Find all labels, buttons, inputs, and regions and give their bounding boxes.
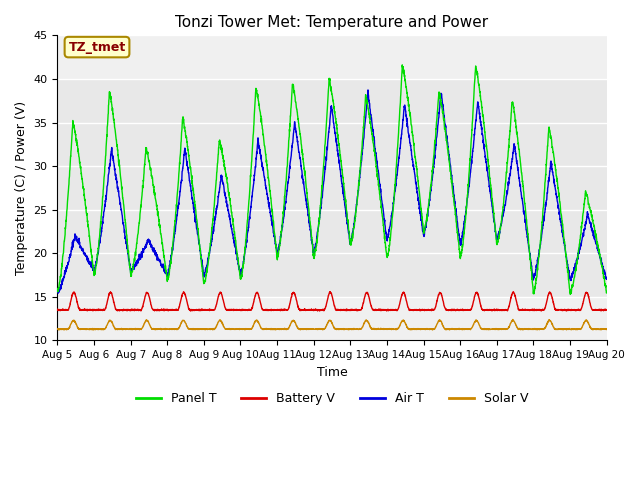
Panel T xyxy=(54,288,61,293)
Solar V xyxy=(288,318,296,324)
Line: Solar V: Solar V xyxy=(58,320,607,330)
Line: Panel T: Panel T xyxy=(58,65,607,294)
Battery V xyxy=(54,306,61,312)
Solar V xyxy=(519,327,527,333)
Panel T xyxy=(593,232,600,238)
Solar V xyxy=(54,326,61,332)
Battery V xyxy=(116,307,124,313)
Battery V xyxy=(533,307,541,312)
Panel T xyxy=(399,62,406,68)
Legend: Panel T, Battery V, Air T, Solar V: Panel T, Battery V, Air T, Solar V xyxy=(131,387,534,410)
Battery V xyxy=(316,308,323,314)
Air T xyxy=(533,262,541,268)
Solar V xyxy=(116,326,124,332)
Battery V xyxy=(264,307,272,313)
Solar V xyxy=(148,326,156,332)
X-axis label: Time: Time xyxy=(317,366,348,379)
Air T xyxy=(264,195,272,201)
Solar V xyxy=(603,326,611,332)
Title: Tonzi Tower Met: Temperature and Power: Tonzi Tower Met: Temperature and Power xyxy=(175,15,488,30)
Solar V xyxy=(533,327,541,333)
Solar V xyxy=(593,326,600,332)
Air T xyxy=(54,290,62,296)
Panel T xyxy=(533,274,541,280)
Battery V xyxy=(593,307,600,313)
Air T xyxy=(364,87,372,93)
Battery V xyxy=(603,307,611,312)
Panel T xyxy=(603,290,611,296)
Air T xyxy=(593,241,600,247)
Y-axis label: Temperature (C) / Power (V): Temperature (C) / Power (V) xyxy=(15,101,28,275)
Air T xyxy=(54,288,61,293)
Battery V xyxy=(180,289,188,295)
Panel T xyxy=(264,172,272,178)
Solar V xyxy=(509,317,516,323)
Panel T xyxy=(116,170,124,176)
Air T xyxy=(603,276,611,282)
Line: Air T: Air T xyxy=(58,90,607,293)
Air T xyxy=(288,143,296,149)
Air T xyxy=(149,245,157,251)
Battery V xyxy=(288,292,296,298)
Battery V xyxy=(148,306,156,312)
Bar xyxy=(58,79,607,297)
Air T xyxy=(116,202,124,207)
Panel T xyxy=(566,291,574,297)
Panel T xyxy=(148,179,156,184)
Line: Battery V: Battery V xyxy=(58,292,607,311)
Text: TZ_tmet: TZ_tmet xyxy=(68,41,125,54)
Panel T xyxy=(288,92,296,97)
Solar V xyxy=(264,326,272,332)
